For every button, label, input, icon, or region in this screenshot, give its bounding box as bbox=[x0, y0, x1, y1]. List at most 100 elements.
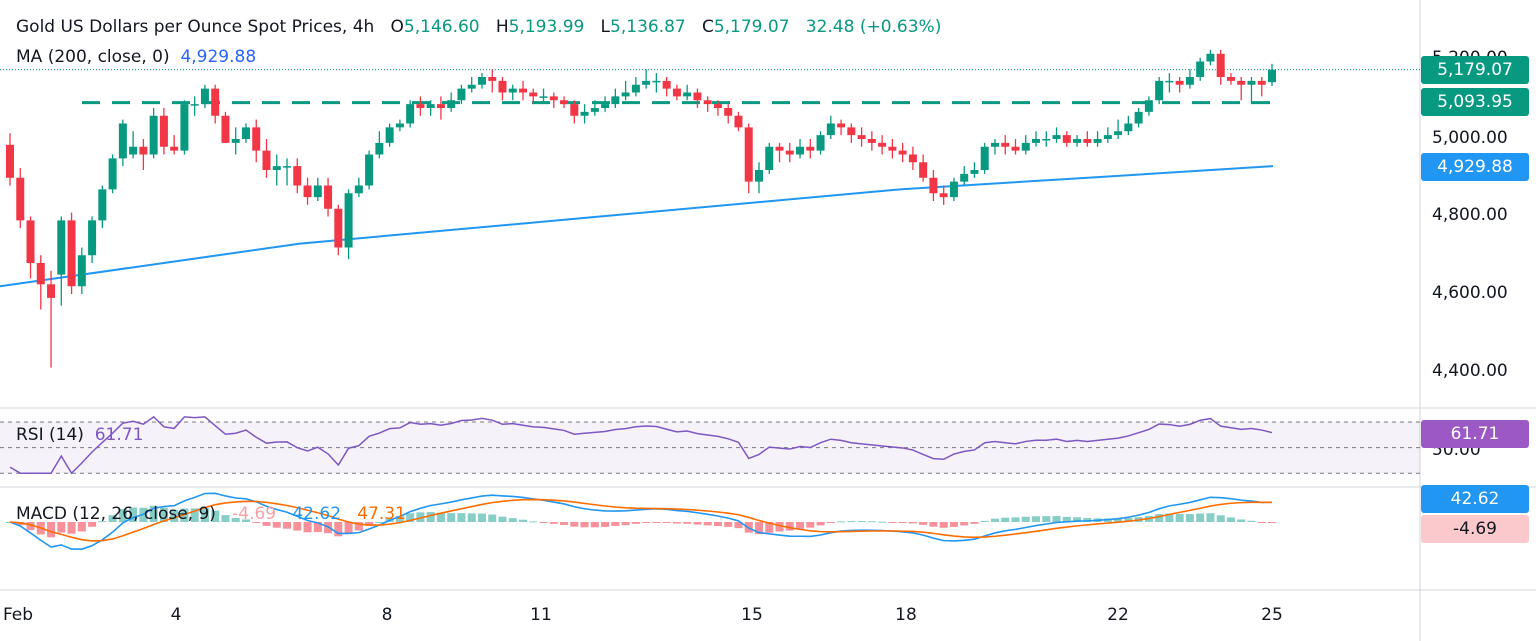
candle-body bbox=[601, 104, 610, 108]
candle-body bbox=[211, 88, 220, 116]
macd-histogram-bar bbox=[662, 522, 671, 523]
ma-200-line bbox=[0, 165, 1274, 288]
macd-histogram-bar bbox=[98, 521, 107, 523]
macd-histogram-bar bbox=[754, 522, 763, 535]
candle-body bbox=[118, 123, 127, 159]
candle-body bbox=[354, 185, 363, 194]
candle-body bbox=[1021, 142, 1030, 151]
x-label-feb: Feb bbox=[2, 605, 34, 625]
candle-body bbox=[98, 189, 107, 221]
macd-histogram-bar bbox=[272, 522, 281, 528]
macd-line-value: 42.62 bbox=[292, 504, 342, 524]
candle-body bbox=[1196, 61, 1205, 77]
ma-tag: 4,929.88 bbox=[1421, 153, 1529, 181]
macd-histogram-bar bbox=[1083, 518, 1092, 522]
candle-body bbox=[898, 150, 907, 155]
x-label-22: 22 bbox=[1107, 605, 1129, 625]
macd-histogram-bar bbox=[683, 522, 692, 524]
macd-histogram-bar bbox=[590, 522, 599, 528]
macd-histogram-bar bbox=[283, 522, 292, 529]
macd-histogram-bar bbox=[436, 512, 445, 522]
macd-histogram-bar bbox=[847, 520, 856, 522]
candle-body bbox=[426, 104, 435, 108]
candle-body bbox=[313, 185, 322, 198]
candle-body bbox=[796, 146, 805, 155]
candle-body bbox=[580, 111, 589, 116]
macd-histogram-bar bbox=[1155, 514, 1164, 522]
macd-histogram-bar bbox=[334, 522, 343, 537]
high-value: 5,193.99 bbox=[508, 17, 585, 37]
macd-histogram-bar bbox=[724, 522, 733, 527]
candle-body bbox=[826, 123, 835, 136]
macd-histogram-bar bbox=[170, 509, 179, 522]
macd-legend: MACD (12, 26, close, 9) -4.69 42.62 47.3… bbox=[16, 503, 406, 525]
candles bbox=[6, 49, 1276, 368]
candle-body bbox=[26, 220, 35, 263]
macd-histogram-bar bbox=[519, 519, 528, 522]
macd-histogram-bar bbox=[980, 520, 989, 522]
macd-histogram-bar bbox=[252, 522, 261, 523]
rsi-legend: RSI (14) 61.71 bbox=[16, 424, 143, 446]
macd-histogram-bar bbox=[77, 522, 86, 532]
macd-histogram-bar bbox=[262, 522, 271, 526]
macd-histogram-bar bbox=[293, 522, 302, 531]
macd-histogram-bar bbox=[1001, 517, 1010, 522]
candle-body bbox=[293, 166, 302, 186]
x-label-4: 4 bbox=[170, 605, 182, 625]
macd-histogram-bar bbox=[713, 522, 722, 527]
macd-histogram-bar bbox=[898, 522, 907, 523]
macd-histogram-bar bbox=[631, 522, 640, 524]
rsi-line bbox=[9, 415, 1273, 475]
macd-histogram-bar bbox=[344, 522, 353, 534]
macd-histogram-bar bbox=[1226, 517, 1235, 522]
price-tick-4800: 4,800.00 bbox=[1432, 205, 1508, 225]
macd-histogram-bar bbox=[118, 509, 127, 522]
candle-body bbox=[929, 177, 938, 194]
ma-value: 4,929.88 bbox=[180, 47, 257, 67]
candle-body bbox=[519, 88, 528, 93]
candle-body bbox=[1011, 146, 1020, 151]
macd-hist-value: -4.69 bbox=[232, 504, 277, 524]
macd-histogram-bar bbox=[693, 522, 702, 525]
macd-histogram-bar bbox=[949, 522, 958, 527]
candle-body bbox=[190, 104, 199, 106]
candle-body bbox=[1073, 139, 1082, 143]
last-price-tag: 5,179.07 bbox=[1421, 56, 1529, 84]
macd-histogram-bar bbox=[508, 518, 517, 522]
candle-body bbox=[180, 104, 189, 151]
candle-body bbox=[570, 104, 579, 116]
macd-histogram-bar bbox=[354, 522, 363, 531]
macd-tag: 42.62 bbox=[1421, 485, 1529, 513]
candle-body bbox=[867, 139, 876, 143]
open-label: O bbox=[390, 17, 404, 37]
close-value: 5,179.07 bbox=[713, 17, 790, 37]
macd-histogram-bar bbox=[1032, 516, 1041, 522]
macd-histogram-bar bbox=[1216, 515, 1225, 522]
candle-body bbox=[960, 173, 969, 182]
rsi-tag: 61.71 bbox=[1421, 420, 1529, 448]
candle-body bbox=[734, 115, 743, 128]
candle-body bbox=[1062, 135, 1071, 143]
x-label-18: 18 bbox=[895, 605, 917, 625]
candle-body bbox=[724, 108, 733, 116]
candle-body bbox=[447, 100, 456, 108]
rsi-value: 61.71 bbox=[94, 425, 144, 445]
x-label-15: 15 bbox=[741, 605, 763, 625]
candle-body bbox=[436, 104, 445, 108]
candle-body bbox=[1144, 100, 1153, 112]
macd-histogram-bar bbox=[570, 522, 579, 527]
macd-histogram-bar bbox=[57, 522, 66, 533]
macd-histogram-bar bbox=[703, 522, 712, 526]
macd-histogram-bar bbox=[970, 522, 979, 524]
candle-body bbox=[713, 104, 722, 108]
macd-histogram-bar bbox=[857, 521, 866, 523]
macd-histogram-bar bbox=[129, 507, 138, 522]
candle-body bbox=[108, 158, 117, 190]
candle-body bbox=[47, 284, 56, 298]
macd-label: MACD (12, 26, close, 9) bbox=[16, 504, 216, 524]
candle-body bbox=[1206, 53, 1215, 62]
macd-histogram-bar bbox=[1237, 519, 1246, 522]
candle-body bbox=[129, 146, 138, 155]
candle-body bbox=[888, 146, 897, 151]
candle-body bbox=[775, 146, 784, 151]
